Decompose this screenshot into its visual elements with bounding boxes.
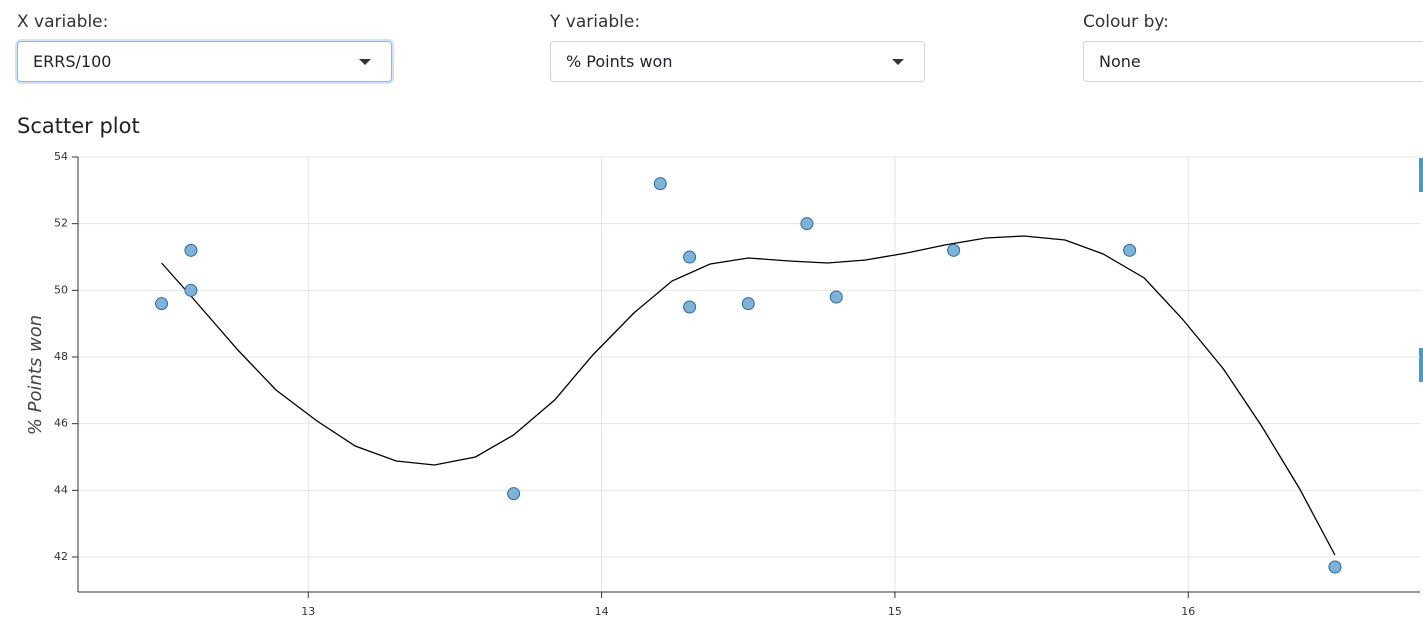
- point: [947, 243, 961, 257]
- select-value: None: [1099, 52, 1141, 71]
- y-axis-label: % Points won: [25, 315, 46, 435]
- point: [800, 217, 814, 231]
- scroll-marker: [1419, 348, 1423, 382]
- fit-line: [161, 235, 1336, 556]
- y-tick-label: 42: [54, 550, 68, 563]
- x-tick-label: 13: [301, 605, 315, 618]
- select[interactable]: None: [1083, 41, 1423, 82]
- control-label: X variable:: [17, 12, 109, 32]
- x-control: X variable: ERRS/100: [17, 12, 392, 82]
- select-value: ERRS/100: [33, 52, 112, 71]
- point: [683, 250, 697, 264]
- y-tick-label: 52: [54, 217, 68, 230]
- colour-control: Colour by: None: [1083, 12, 1423, 82]
- x-tick-label: 15: [888, 605, 902, 618]
- caret: [359, 59, 371, 65]
- point: [683, 300, 697, 314]
- point: [507, 487, 521, 501]
- point: [184, 243, 198, 257]
- scroll-marker: [1419, 158, 1423, 192]
- section-title: Scatter plot: [17, 114, 140, 138]
- x-tick-label: 14: [595, 605, 609, 618]
- select[interactable]: ERRS/100: [17, 41, 392, 82]
- y-control: Y variable: % Points won: [550, 12, 925, 82]
- x-tick-label: 16: [1181, 605, 1195, 618]
- point: [1328, 560, 1342, 574]
- y-tick-label: 50: [54, 283, 68, 296]
- point: [829, 290, 843, 304]
- select-value: % Points won: [566, 52, 673, 71]
- caret: [892, 59, 904, 65]
- select[interactable]: % Points won: [550, 41, 925, 82]
- y-tick-label: 48: [54, 350, 68, 363]
- point: [1123, 243, 1137, 257]
- y-tick-label: 54: [54, 150, 68, 163]
- point: [741, 297, 755, 311]
- control-label: Y variable:: [550, 12, 641, 32]
- point: [155, 297, 169, 311]
- control-label: Colour by:: [1083, 12, 1169, 32]
- y-tick-label: 44: [54, 483, 68, 496]
- point: [653, 177, 667, 191]
- y-tick-label: 46: [54, 417, 68, 430]
- point: [184, 283, 198, 297]
